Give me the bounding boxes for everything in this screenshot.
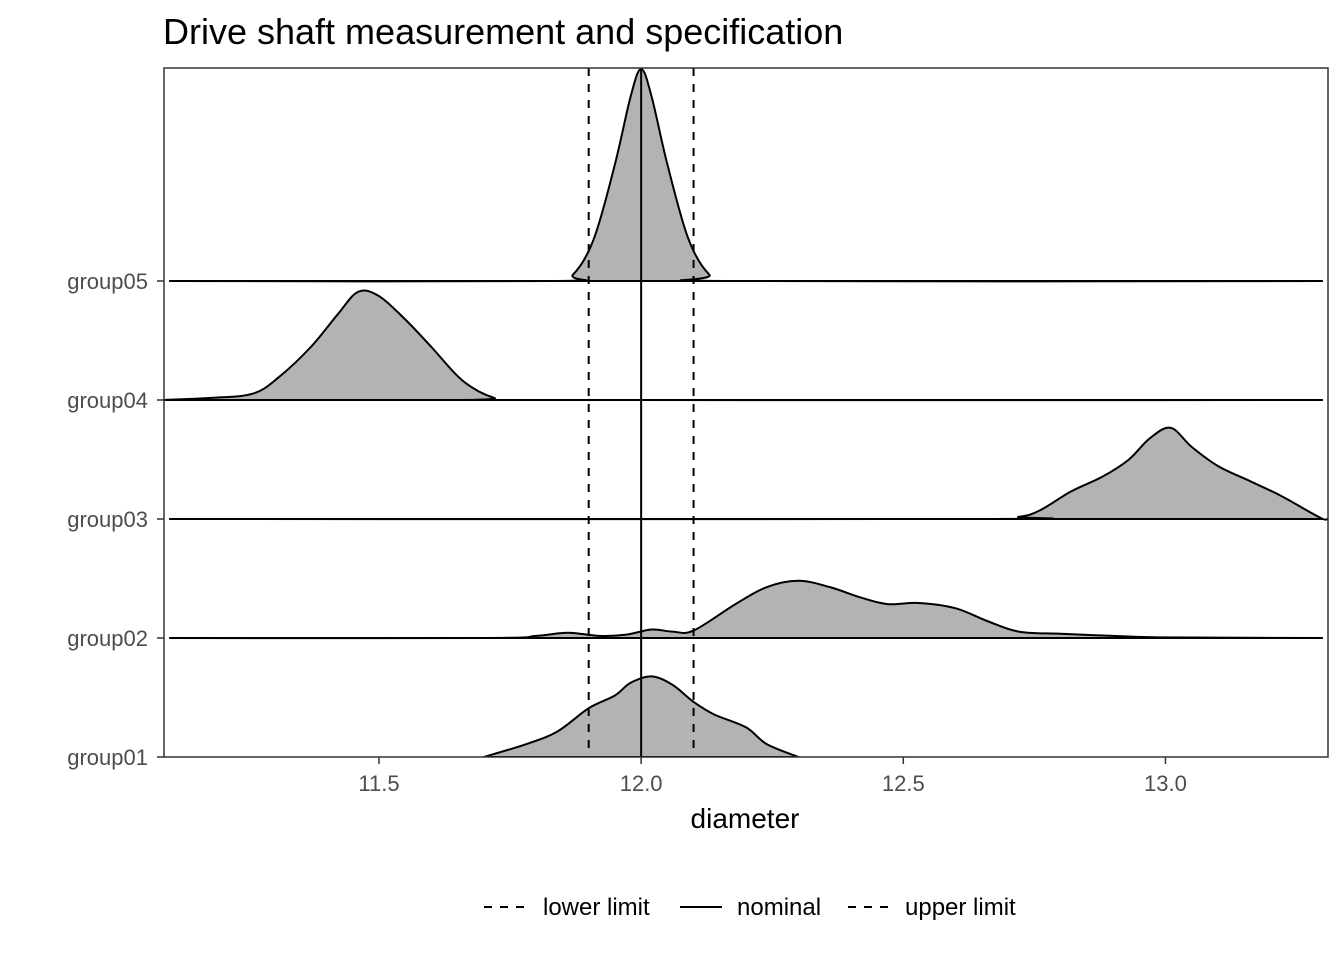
y-tick-label-group04: group04 (67, 388, 148, 413)
plot-area (164, 68, 1328, 757)
plot-border (163, 67, 1329, 758)
ridge-fill-group05 (169, 69, 1323, 282)
x-tick-label: 12.5 (882, 771, 925, 796)
chart-title: Drive shaft measurement and specificatio… (163, 11, 843, 52)
x-axis-title: diameter (691, 803, 800, 834)
y-axis: group01 group02 group03 group04 group05 (67, 269, 164, 770)
ridge-fill-group02 (169, 580, 1323, 639)
x-axis: 11.5 12.0 12.5 13.0 (358, 757, 1187, 796)
y-tick-label-group01: group01 (67, 745, 148, 770)
ridge-fill-group03 (169, 427, 1328, 520)
legend: lower limit nominal upper limit (484, 894, 1016, 921)
ridge-line-group01 (483, 675, 799, 757)
y-tick-label-group03: group03 (67, 507, 148, 532)
x-tick-label: 11.5 (358, 771, 399, 796)
x-tick-label: 13.0 (1144, 771, 1187, 796)
ridge-line-group02 (169, 579, 1323, 640)
y-tick-label-group02: group02 (67, 626, 148, 651)
ridge-fill-group04 (164, 290, 1323, 401)
x-tick-label: 12.0 (620, 771, 663, 796)
legend-label-nominal: nominal (737, 894, 821, 921)
legend-label-upper-limit: upper limit (905, 894, 1016, 921)
y-tick-label-group05: group05 (67, 269, 148, 294)
ridge-line-group05 (169, 68, 1323, 283)
legend-label-lower-limit: lower limit (543, 894, 650, 921)
